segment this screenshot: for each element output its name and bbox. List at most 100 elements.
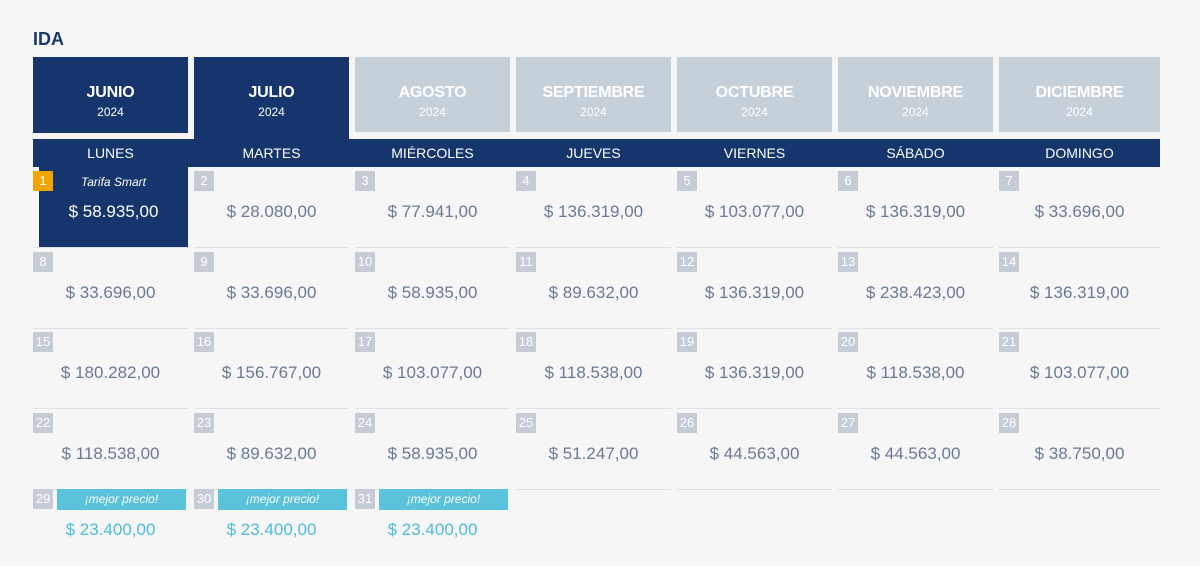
day-cell[interactable]: 30 ¡mejor precio! $ 23.400,00 [194, 489, 349, 566]
month-tab-octubre[interactable]: OCTUBRE 2024 [677, 57, 832, 132]
day-cell[interactable]: 13 $ 238.423,00 [838, 248, 993, 329]
day-number: 13 [838, 251, 858, 272]
day-number: 8 [33, 251, 53, 272]
day-price: $ 136.319,00 [704, 282, 805, 302]
row-divider [838, 488, 993, 490]
day-cell[interactable]: 4 $ 136.319,00 [516, 167, 671, 248]
day-number: 2 [194, 171, 214, 191]
day-cell[interactable]: 21 $ 103.077,00 [999, 328, 1160, 409]
day-cell[interactable]: 12 $ 136.319,00 [677, 248, 832, 329]
month-name: JULIO [248, 84, 295, 101]
day-cell[interactable]: 23 $ 89.632,00 [194, 409, 349, 490]
day-price: $ 89.632,00 [226, 443, 317, 463]
day-price: $ 238.423,00 [865, 282, 966, 302]
row-divider [516, 408, 671, 409]
day-cell[interactable]: 5 $ 103.077,00 [677, 167, 832, 248]
day-price: $ 33.696,00 [1034, 202, 1125, 221]
row-divider [516, 488, 671, 490]
day-cell[interactable]: 26 $ 44.563,00 [677, 409, 832, 490]
day-number: 10 [355, 251, 375, 272]
best-price-badge: ¡mejor precio! [379, 489, 508, 510]
day-cell[interactable]: 19 $ 136.319,00 [677, 328, 832, 409]
day-price: $ 23.400,00 [65, 520, 156, 539]
day-cell[interactable]: 15 $ 180.282,00 [33, 328, 188, 409]
row-divider [838, 408, 993, 409]
day-number: 23 [194, 412, 214, 433]
month-name: DICIEMBRE [1035, 84, 1124, 101]
day-cell[interactable]: 17 $ 103.077,00 [355, 328, 510, 409]
day-price: $ 136.319,00 [1029, 282, 1130, 302]
day-price: $ 103.077,00 [1029, 363, 1130, 382]
month-year: 2024 [580, 105, 607, 119]
row-divider [677, 488, 832, 490]
day-cell[interactable]: 16 $ 156.767,00 [194, 328, 349, 409]
day-price: $ 23.400,00 [226, 520, 317, 539]
day-price: $ 58.935,00 [387, 282, 478, 302]
day-price: $ 58.935,00 [68, 202, 159, 221]
section-title: IDA [33, 29, 64, 49]
month-tab-agosto[interactable]: AGOSTO 2024 [355, 57, 510, 132]
tarifa-smart-label: Tarifa Smart [81, 175, 146, 189]
day-price: $ 51.247,00 [548, 443, 639, 463]
day-number: 6 [838, 171, 858, 191]
day-price: $ 118.538,00 [866, 363, 965, 382]
day-number: 7 [999, 171, 1019, 191]
day-price: $ 33.696,00 [65, 282, 156, 302]
row-divider [999, 408, 1160, 409]
row-divider [677, 327, 832, 329]
day-number: 20 [838, 332, 858, 352]
weekday-label: SÁBADO [886, 145, 945, 161]
month-year: 2024 [258, 105, 285, 119]
day-price: $ 118.538,00 [544, 363, 643, 382]
day-cell[interactable]: 3 $ 77.941,00 [355, 167, 510, 248]
best-price-badge: ¡mejor precio! [218, 489, 347, 510]
day-number: 1 [33, 171, 53, 191]
month-tab-noviembre[interactable]: NOVIEMBRE 2024 [838, 57, 993, 132]
row-divider [355, 408, 510, 409]
month-year: 2024 [741, 105, 768, 119]
month-tab-junio[interactable]: JUNIO 2024 [33, 57, 188, 133]
weekday-label: VIERNES [723, 145, 786, 161]
day-cell[interactable]: 31 ¡mejor precio! $ 23.400,00 [355, 489, 510, 566]
day-cell[interactable]: 1 Tarifa Smart $ 58.935,00 [33, 167, 188, 248]
day-cell[interactable]: 6 $ 136.319,00 [838, 167, 993, 248]
day-price: $ 118.538,00 [61, 443, 160, 463]
day-cell[interactable]: 20 $ 118.538,00 [838, 328, 993, 409]
day-cell[interactable]: 18 $ 118.538,00 [516, 328, 671, 409]
row-divider [838, 247, 993, 248]
day-price: $ 136.319,00 [543, 202, 644, 221]
day-cell[interactable]: 24 $ 58.935,00 [355, 409, 510, 490]
day-number: 30 [194, 489, 214, 509]
day-number: 26 [677, 412, 697, 433]
day-cell[interactable]: 28 $ 38.750,00 [999, 409, 1160, 490]
row-divider [33, 327, 188, 329]
day-cell[interactable]: 2 $ 28.080,00 [194, 167, 349, 248]
day-price: $ 180.282,00 [60, 363, 161, 382]
day-price: $ 136.319,00 [704, 363, 805, 382]
month-tab-septiembre[interactable]: SEPTIEMBRE 2024 [516, 57, 671, 132]
day-cell[interactable]: 22 $ 118.538,00 [33, 409, 188, 490]
month-name: NOVIEMBRE [867, 84, 964, 101]
day-price: $ 89.632,00 [548, 282, 639, 302]
day-price: $ 77.941,00 [387, 202, 478, 221]
month-tab-diciembre[interactable]: DICIEMBRE 2024 [999, 57, 1160, 132]
day-number: 4 [516, 171, 536, 191]
day-number: 9 [194, 251, 214, 272]
day-price: $ 44.563,00 [870, 443, 961, 463]
empty-cell [999, 409, 1160, 490]
day-cell[interactable]: 7 $ 33.696,00 [999, 167, 1160, 248]
weekday-label: JUEVES [566, 145, 621, 161]
day-cell[interactable]: 8 $ 33.696,00 [33, 248, 188, 329]
day-number: 17 [355, 332, 375, 352]
day-cell[interactable]: 11 $ 89.632,00 [516, 248, 671, 329]
day-cell[interactable]: 27 $ 44.563,00 [838, 409, 993, 490]
day-cell[interactable]: 29 ¡mejor precio! $ 23.400,00 [33, 489, 188, 566]
day-cell[interactable]: 14 $ 136.319,00 [999, 248, 1160, 329]
day-cell[interactable]: 10 $ 58.935,00 [355, 248, 510, 329]
day-cell[interactable]: 9 $ 33.696,00 [194, 248, 349, 329]
month-tab-julio[interactable]: JULIO 2024 [194, 57, 349, 139]
day-price: $ 28.080,00 [226, 202, 317, 221]
empty-cell [516, 409, 671, 490]
day-cell[interactable]: 25 $ 51.247,00 [516, 409, 671, 490]
empty-cell [677, 409, 832, 490]
